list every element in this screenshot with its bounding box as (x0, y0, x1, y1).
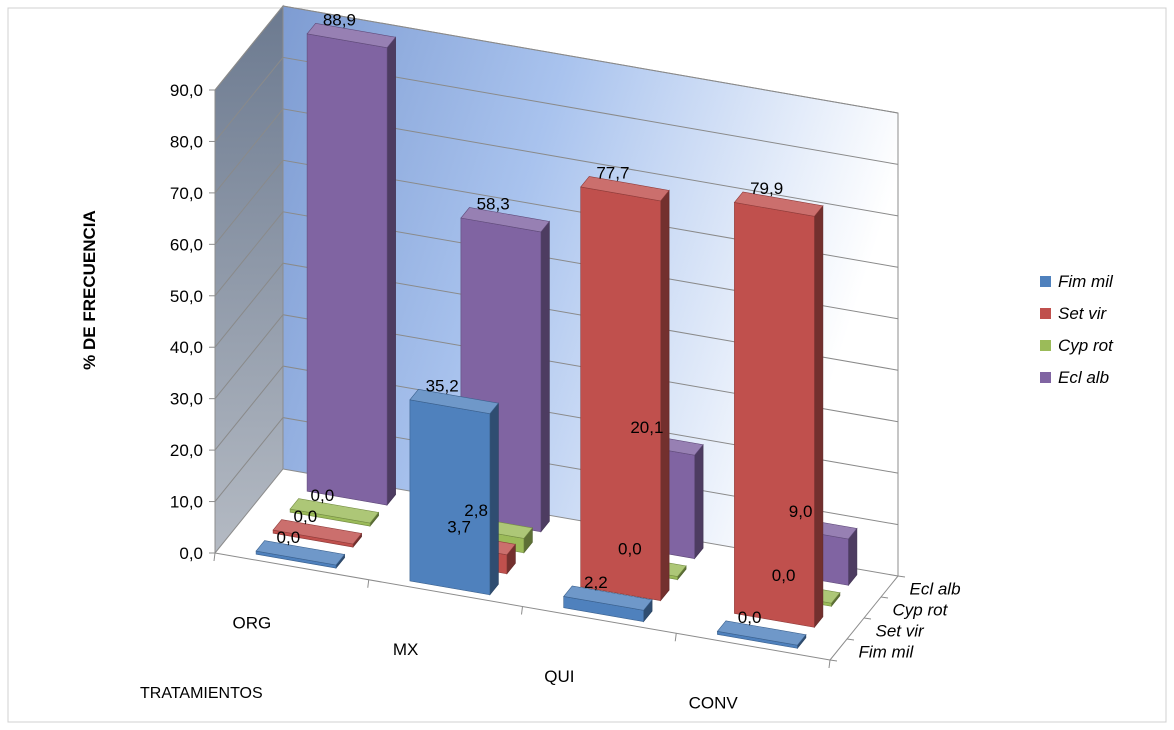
bar-top (733, 191, 824, 217)
x-tick (674, 633, 677, 642)
bar-conv-fim-mil (716, 620, 807, 650)
legend-swatch (1040, 372, 1051, 383)
legend-swatch (1040, 276, 1051, 287)
y-tick-label: 60,0 (170, 235, 203, 254)
y-tick-label: 20,0 (170, 441, 203, 460)
depth-tick (880, 596, 889, 599)
bar-top (306, 22, 397, 49)
bar-org-cyp-rot (289, 498, 380, 527)
data-labels: 88,9 58,3 20,1 9,0 0,0 2,8 0,0 0,0 0,0 3,7 77,7 79,… (277, 11, 813, 628)
depth-tick (863, 617, 872, 620)
legend: Fim mil Set vir Cyp rot Ecl alb (1040, 272, 1114, 387)
depth-tick-label: Set vir (876, 622, 926, 641)
bar-top (563, 585, 653, 611)
bar-top (716, 620, 807, 646)
bar-top (460, 207, 550, 233)
bar-top (272, 519, 363, 545)
bar-org-fim-mil (255, 540, 346, 569)
depth-tick (897, 575, 906, 578)
bar-front (734, 202, 815, 628)
gridline (214, 108, 899, 217)
data-label: 88,9 (323, 11, 356, 30)
legend-label: Ecl alb (1058, 368, 1109, 387)
legend-swatch (1040, 308, 1051, 319)
x-tick (828, 659, 831, 669)
data-label: 9,0 (789, 502, 813, 521)
data-label: 0,0 (618, 539, 642, 558)
x-axis-title: TRATAMIENTOS (140, 685, 263, 702)
gridline (214, 5, 899, 114)
bar-top (580, 176, 670, 202)
y-tick-label: 80,0 (170, 132, 203, 151)
data-label: 2,8 (464, 501, 488, 520)
bar-front (409, 399, 491, 596)
data-label: 3,7 (447, 518, 471, 537)
bar-side (489, 402, 499, 596)
data-label: 79,9 (750, 179, 783, 198)
x-tick-label: ORG (233, 613, 272, 632)
data-label: 20,1 (630, 418, 663, 437)
depth-tick-label: Fim mil (859, 643, 915, 662)
x-tick (521, 606, 523, 615)
bar-mx-fim-mil (409, 388, 499, 596)
x-tick-label: CONV (689, 694, 739, 713)
y-tick-label: 70,0 (170, 184, 203, 203)
depth-tick-label: Cyp rot (893, 601, 949, 620)
x-tick-label: QUI (544, 667, 574, 686)
y-tick-label: 40,0 (170, 338, 203, 357)
x-tick (213, 552, 216, 562)
depth-tick (829, 659, 838, 662)
bar-side (694, 443, 704, 560)
legend-label: Set vir (1058, 304, 1108, 323)
y-tick-label: 0,0 (179, 544, 203, 563)
bar-side (814, 204, 824, 629)
bar-qui-set-vir (580, 176, 670, 602)
bar-org-set-vir (272, 519, 363, 548)
data-label: 2,2 (584, 573, 608, 592)
bars (255, 22, 858, 650)
data-label: 0,0 (738, 608, 762, 627)
bar-side (660, 189, 670, 602)
legend-swatch (1040, 340, 1051, 351)
bar-top (255, 540, 346, 566)
gridline (214, 365, 899, 474)
gridline (214, 211, 899, 320)
bar-qui-fim-mil (563, 585, 653, 623)
y-tick-label: 50,0 (170, 287, 203, 306)
gridline (214, 314, 899, 423)
legend-label: Cyp rot (1058, 336, 1114, 355)
x-tick (367, 579, 370, 588)
y-tick-label: 10,0 (170, 493, 203, 512)
bar-front (306, 33, 388, 506)
gridline (214, 262, 899, 371)
x-tick-label: MX (393, 640, 419, 659)
y-axis-title: % DE FRECUENCIA (80, 210, 99, 370)
gridline (214, 159, 899, 268)
data-label: 35,2 (426, 377, 459, 396)
data-label: 77,7 (596, 164, 629, 183)
bar-top (289, 498, 380, 524)
bar-conv-set-vir (733, 191, 824, 629)
depth-tick-label: Ecl alb (910, 580, 961, 599)
bar-org-ecl-alb (306, 22, 397, 506)
data-label: 0,0 (772, 566, 796, 585)
depth-tick (846, 638, 855, 641)
side-wall (214, 4, 284, 555)
gridline (214, 56, 899, 165)
legend-label: Fim mil (1058, 272, 1114, 291)
data-label: 0,0 (294, 507, 318, 526)
data-label: 58,3 (477, 195, 510, 214)
bar-top (409, 388, 499, 415)
bar-side (540, 220, 550, 533)
bar-side (386, 36, 396, 506)
y-tick-label: 90,0 (170, 81, 203, 100)
axis-labels: 0,0 10,0 20,0 30,0 40,0 50,0 60,0 70,0 80,0 90,0 O… (170, 81, 961, 713)
data-label: 0,0 (277, 528, 301, 547)
y-tick-label: 30,0 (170, 390, 203, 409)
data-label: 0,0 (311, 486, 335, 505)
